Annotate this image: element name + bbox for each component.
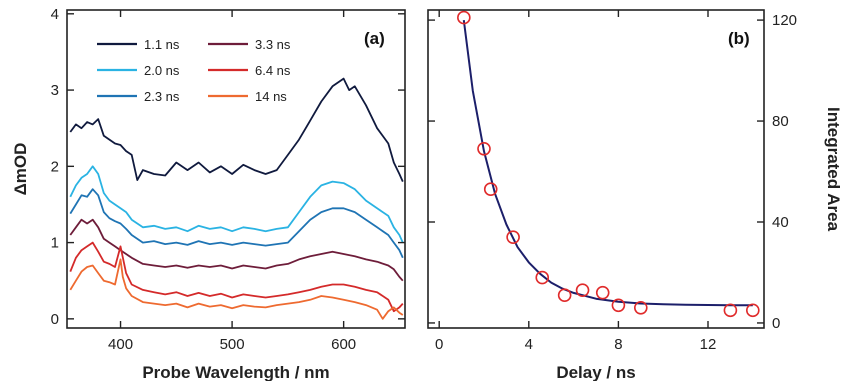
x-tick-label-1: 500 xyxy=(220,336,245,353)
series-line-3 xyxy=(69,218,404,282)
data-point-11 xyxy=(745,303,760,318)
legend-label-3: 3.3 ns xyxy=(255,37,291,52)
panel-a: 400 500 600 0 1 2 3 4 (a) Probe Wavelength / nm… xyxy=(11,6,406,381)
legend-label-0: 1.1 ns xyxy=(144,37,180,52)
panel-a-frame xyxy=(66,9,406,329)
legend-label-1: 2.0 ns xyxy=(144,63,180,78)
legend-label-5: 14 ns xyxy=(255,89,287,104)
legend-label-2: 2.3 ns xyxy=(144,89,180,104)
y-tick-label-1: 1 xyxy=(51,235,59,252)
data-point-4 xyxy=(535,270,550,285)
panel-b-x-axis-label: Delay / ns xyxy=(556,363,635,381)
legend-label-4: 6.4 ns xyxy=(255,63,291,78)
x-tick-label-2: 600 xyxy=(331,336,356,353)
y-tick-label-0: 0 xyxy=(51,311,59,328)
data-point-1 xyxy=(477,142,491,156)
data-point-6 xyxy=(575,283,590,297)
b-y-tick-label-0: 0 xyxy=(772,315,780,332)
b-y-tick-label-3: 120 xyxy=(772,12,797,29)
y-tick-label-2: 2 xyxy=(51,158,59,175)
data-point-7 xyxy=(595,285,610,300)
data-point-10 xyxy=(723,303,738,318)
x-tick-label-0: 400 xyxy=(108,336,133,353)
panel-a-x-axis-label: Probe Wavelength / nm xyxy=(142,363,329,381)
b-x-tick-label-3: 12 xyxy=(700,336,717,353)
panel-b-frame xyxy=(427,9,765,329)
panel-a-label: (a) xyxy=(364,29,385,48)
b-y-tick-label-1: 40 xyxy=(772,214,789,231)
panel-a-legend: 1.1 ns 2.0 ns 2.3 ns 3.3 ns 6.4 ns 14 ns xyxy=(97,37,291,104)
panel-a-series xyxy=(69,77,404,320)
panel-b-y-axis-label: Integrated Area xyxy=(824,107,843,232)
b-y-tick-label-2: 80 xyxy=(772,113,789,130)
panel-a-y-axis-label: ΔmOD xyxy=(11,143,30,196)
series-line-5 xyxy=(69,258,404,320)
panel-b-label: (b) xyxy=(728,29,750,48)
series-line-2 xyxy=(69,188,404,259)
panel-b-series xyxy=(457,10,760,318)
panel-a-ticks: 400 500 600 0 1 2 3 4 xyxy=(51,6,405,353)
data-point-0 xyxy=(457,10,471,25)
series-line-1 xyxy=(69,165,404,243)
b-x-tick-label-0: 0 xyxy=(435,336,443,353)
fit-line xyxy=(462,19,753,307)
series-line-0 xyxy=(69,77,404,182)
data-point-5 xyxy=(557,288,572,302)
data-point-9 xyxy=(633,301,648,315)
y-tick-label-4: 4 xyxy=(51,6,59,23)
series-line-4 xyxy=(69,241,404,313)
b-x-tick-label-1: 4 xyxy=(525,336,533,353)
y-tick-label-3: 3 xyxy=(51,82,59,99)
data-point-2 xyxy=(483,182,498,196)
data-point-3 xyxy=(506,230,520,244)
b-x-tick-label-2: 8 xyxy=(614,336,622,353)
data-point-8 xyxy=(611,298,626,313)
